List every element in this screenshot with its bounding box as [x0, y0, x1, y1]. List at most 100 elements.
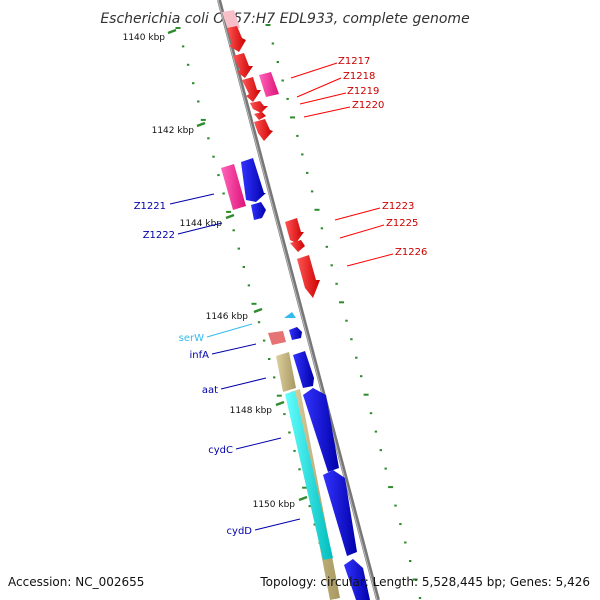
gene-arrow-z1219 — [250, 101, 268, 113]
gene-arrow-z1225 — [290, 240, 305, 252]
gene-arrow-next — [344, 559, 370, 600]
right-tick-dot — [379, 449, 382, 452]
red-genes-top — [227, 26, 279, 141]
feature-cyan-cydc — [285, 391, 333, 560]
right-tick-dot — [330, 264, 333, 267]
kbp-ticks — [167, 28, 308, 502]
label-aat: aat — [202, 385, 218, 396]
right-tick-dot — [360, 375, 363, 378]
kbp-label-1146: 1146 kbp — [206, 312, 249, 322]
gene-arrow-z1218 — [242, 77, 261, 102]
gene-arrow-aat — [293, 351, 314, 388]
right-tick-dot — [388, 486, 394, 489]
gene-arrow-cydd — [323, 470, 357, 556]
left-tick-dot — [293, 449, 296, 452]
gene-arrow-z1217 — [233, 53, 253, 78]
gene-arrow-infa — [289, 327, 302, 340]
left-tick-dot — [237, 247, 240, 250]
top-feature — [222, 10, 240, 30]
gene-labels-right: Z1217 Z1218 Z1219 Z1220 Z1223 Z1225 Z122… — [338, 56, 427, 258]
left-tick-dot — [192, 82, 195, 85]
label-z1219: Z1219 — [347, 86, 379, 97]
label-z1220: Z1220 — [352, 100, 384, 111]
right-tick-dot — [271, 42, 275, 45]
right-tick-dot — [409, 560, 412, 562]
right-tick-dot — [394, 504, 397, 507]
gene-cluster-lower — [268, 312, 370, 600]
kbp-label-1140: 1140 kbp — [123, 33, 166, 43]
right-tick-dot — [290, 116, 295, 119]
kbp-label-1148: 1148 kbp — [230, 406, 273, 416]
right-tick-dot — [301, 153, 304, 156]
left-tick-dot — [217, 174, 220, 177]
left-tick-dot — [207, 137, 210, 140]
left-tick-dot — [212, 155, 215, 158]
tick-dots-right — [265, 24, 422, 599]
gene-feature-z1221 — [221, 164, 246, 210]
right-tick-dot — [296, 134, 299, 137]
left-tick-dot — [273, 376, 276, 379]
label-z1218: Z1218 — [343, 71, 375, 82]
right-tick-dot — [320, 227, 324, 230]
left-tick-dot — [181, 45, 185, 48]
backbone — [217, 0, 380, 600]
left-tick-dot — [242, 266, 245, 268]
right-tick-dot — [339, 301, 344, 304]
kbp-label-1142: 1142 kbp — [152, 126, 195, 136]
gene-arrow-z1220b — [254, 119, 273, 141]
label-z1221: Z1221 — [134, 201, 166, 212]
left-tick-dot — [302, 486, 308, 489]
label-z1222: Z1222 — [143, 230, 175, 241]
gene-arrow-cydc — [303, 388, 339, 472]
right-tick-dot — [355, 356, 358, 359]
left-tick-dot — [268, 358, 271, 360]
left-tick-dot — [283, 413, 286, 416]
right-tick-dot — [412, 578, 418, 581]
right-tick-dot — [345, 319, 348, 322]
right-tick-dot — [310, 190, 314, 193]
left-tick-dot — [175, 27, 181, 29]
left-tick-dot — [262, 339, 266, 342]
left-tick-dot — [186, 63, 190, 66]
tick-dots-left — [175, 27, 337, 599]
right-tick-dot — [418, 597, 422, 599]
genome-summary-text: Topology: circular; Length: 5,528,445 bp… — [259, 575, 590, 589]
label-leaders — [169, 62, 394, 531]
right-tick-dot — [314, 208, 320, 211]
label-serw: serW — [179, 333, 204, 344]
right-tick-dot — [276, 61, 279, 63]
left-tick-dot — [251, 302, 257, 305]
right-tick-dot — [306, 171, 309, 174]
right-tick-dot — [281, 79, 284, 82]
label-z1225: Z1225 — [386, 218, 418, 229]
feature-khaki-aat — [276, 352, 296, 392]
left-tick-dot — [288, 431, 291, 434]
right-tick-dot — [265, 24, 271, 26]
right-tick-dot — [384, 467, 387, 470]
gene-arrow-z1223 — [285, 218, 304, 243]
label-cydc: cydC — [208, 445, 233, 456]
left-tick-dot — [257, 321, 261, 324]
label-z1226: Z1226 — [395, 247, 427, 258]
right-tick-dot — [404, 541, 407, 544]
label-cydd: cydD — [227, 526, 253, 537]
map-title: Escherichia coli O157:H7 EDL933, complet… — [100, 11, 469, 27]
right-tick-dot — [286, 97, 289, 100]
left-tick-dot — [313, 523, 316, 526]
gene-arrow-z1222b — [251, 202, 266, 220]
label-z1217: Z1217 — [338, 56, 370, 67]
right-tick-dot — [350, 338, 353, 341]
accession-text: Accession: NC_002655 — [8, 575, 144, 589]
right-tick-dot — [399, 523, 402, 526]
left-tick-dot — [298, 468, 301, 471]
left-tick-dot — [247, 284, 251, 287]
left-tick-dot — [308, 505, 311, 508]
label-z1223: Z1223 — [382, 201, 414, 212]
kbp-label-1150: 1150 kbp — [253, 500, 296, 510]
right-tick-dot — [335, 282, 338, 285]
gene-arrow-z1222 — [241, 158, 266, 202]
gene-labels-left: Z1221 Z1222 serW infA aat cydC cydD — [134, 201, 253, 537]
red-genes-mid — [285, 218, 320, 298]
trna-serw — [284, 312, 296, 318]
